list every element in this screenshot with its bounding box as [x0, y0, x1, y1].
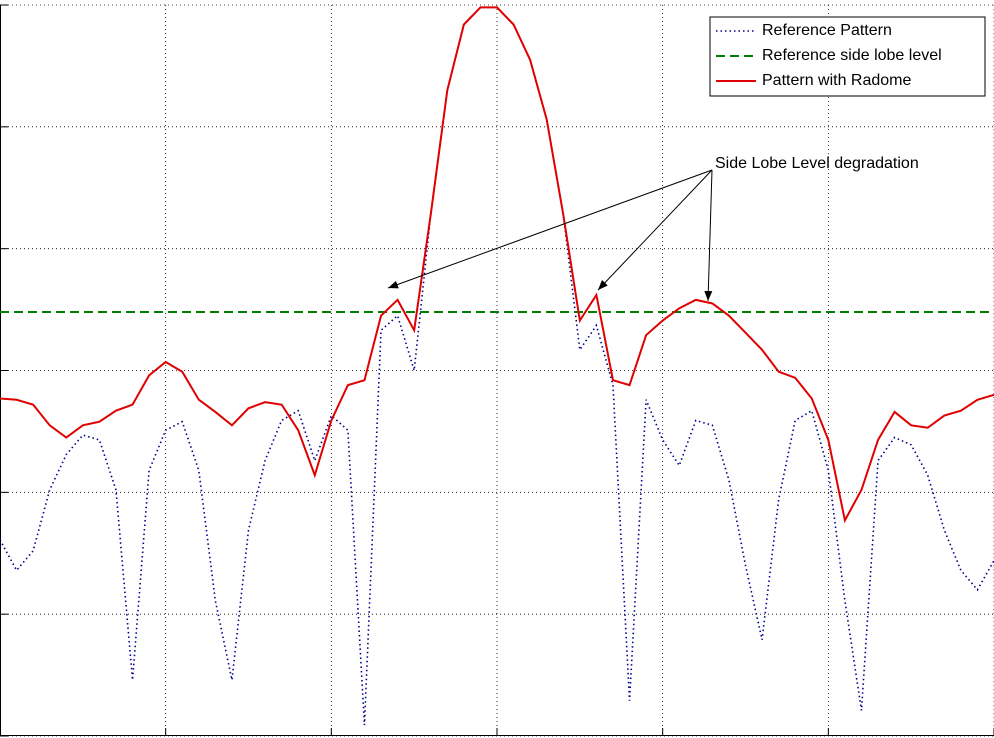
annotation-arrow	[387, 169, 713, 289]
legend: Reference Pattern Reference side lobe lev…	[709, 16, 986, 97]
annotation-arrow	[597, 169, 713, 291]
legend-label: Reference side lobe level	[762, 47, 942, 64]
annotation: Side Lobe Level degradation	[715, 155, 919, 172]
series-line	[0, 6, 994, 524]
annotation-arrow	[704, 169, 713, 302]
legend-label: Reference Pattern	[762, 22, 892, 39]
legend-box	[709, 16, 986, 97]
legend-label: Pattern with Radome	[762, 72, 912, 89]
